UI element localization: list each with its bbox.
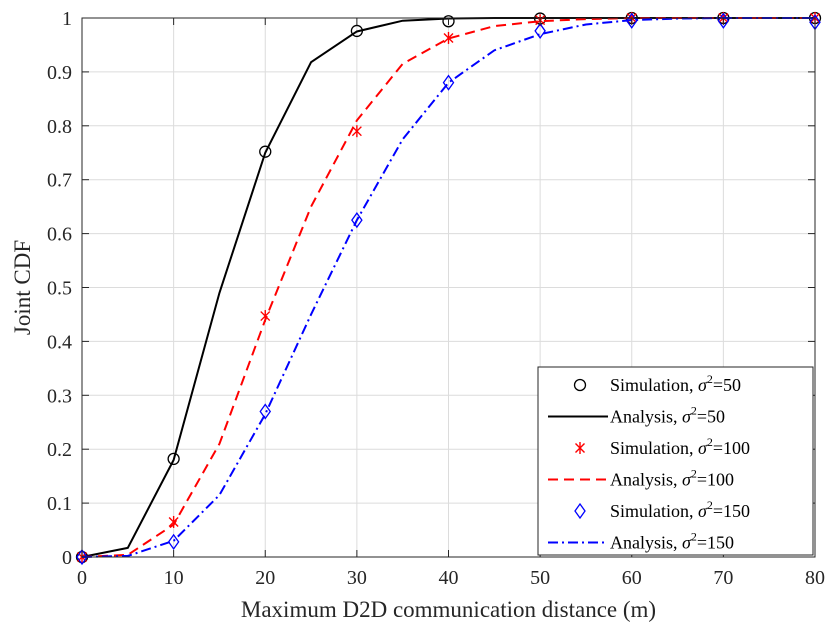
diamond-marker — [351, 212, 363, 229]
asterisk-marker — [575, 442, 585, 454]
y-tick-label: 0.1 — [47, 493, 72, 515]
legend-swatch — [573, 378, 587, 392]
legend-label: Analysis, σ2=100 — [610, 467, 734, 490]
legend-swatch — [575, 442, 585, 454]
x-axis-title: Maximum D2D communication distance (m) — [241, 597, 656, 622]
y-tick-label: 0.6 — [47, 224, 72, 246]
asterisk-stroke — [575, 443, 585, 453]
diamond-marker — [534, 22, 546, 40]
x-tick-label: 50 — [530, 567, 550, 589]
asterisk-marker — [443, 31, 454, 44]
asterisk-stroke — [260, 311, 271, 322]
asterisk-stroke — [168, 516, 179, 527]
diamond-marker — [442, 74, 455, 91]
legend-label: Analysis, σ2=50 — [610, 404, 725, 427]
y-tick-label: 0.8 — [47, 116, 72, 138]
x-tick-label: 80 — [805, 567, 825, 589]
legend-swatch — [574, 502, 586, 520]
asterisk-marker — [168, 515, 179, 528]
circle-marker — [259, 145, 272, 158]
y-tick-label: 0.9 — [47, 62, 72, 84]
diamond-marker — [167, 533, 180, 551]
y-tick-label: 0.7 — [47, 170, 72, 192]
y-tick-label: 0.4 — [47, 331, 72, 353]
circle-marker — [167, 452, 180, 466]
x-tick-label: 10 — [164, 567, 184, 589]
x-tick-label: 20 — [255, 567, 275, 589]
x-tick-label: 30 — [347, 567, 367, 589]
legend-label: Simulation, σ2=150 — [610, 498, 750, 521]
diamond-marker — [259, 403, 272, 420]
y-axis-title: Joint CDF — [10, 240, 35, 335]
asterisk-marker — [351, 125, 362, 138]
diamond-marker — [574, 502, 586, 520]
axis-ticks: 0 10 20 30 40 50 60 70 80 0 0.1 0.2 0.3 0.4 0.5 0.6 0.7 0… — [47, 8, 825, 589]
circle-marker — [442, 15, 455, 28]
x-tick-label: 70 — [713, 567, 733, 589]
y-tick-label: 0 — [62, 547, 72, 569]
series-4 — [76, 12, 821, 566]
legend-box — [537, 366, 814, 556]
y-tick-label: 1 — [62, 8, 72, 30]
y-tick-label: 0.2 — [47, 439, 72, 461]
diamond-marker — [76, 548, 88, 566]
legend-label: Analysis, σ2=150 — [610, 530, 734, 553]
x-tick-label: 60 — [622, 567, 642, 589]
circle-marker — [573, 378, 587, 392]
asterisk-stroke — [351, 126, 362, 137]
y-tick-label: 0.5 — [47, 278, 72, 300]
x-tick-label: 0 — [77, 567, 87, 589]
legend: Simulation, σ2=50 Analysis, σ2=50 Simulati… — [537, 366, 814, 556]
legend-label: Simulation, σ2=50 — [610, 372, 741, 395]
x-tick-label: 40 — [439, 567, 459, 589]
legend-label: Simulation, σ2=100 — [610, 435, 750, 458]
asterisk-stroke — [443, 32, 454, 43]
y-tick-label: 0.3 — [47, 385, 72, 407]
